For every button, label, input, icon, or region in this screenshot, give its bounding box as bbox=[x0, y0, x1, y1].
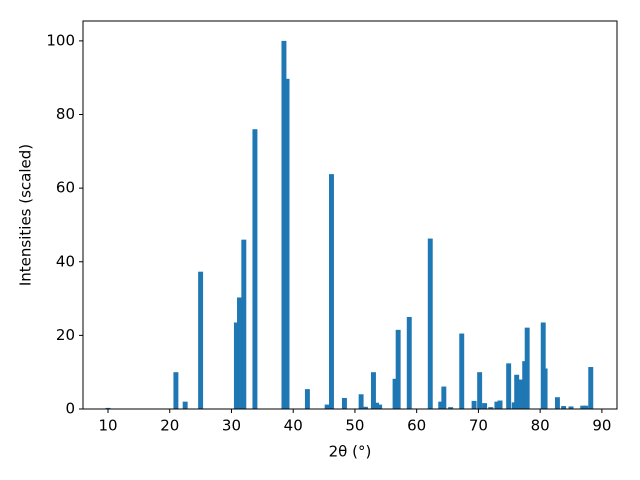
x-tick-label: 60 bbox=[407, 417, 426, 435]
bar bbox=[514, 374, 520, 409]
bar bbox=[358, 394, 364, 409]
bar bbox=[561, 406, 567, 409]
bar bbox=[471, 400, 477, 409]
bar bbox=[377, 404, 383, 409]
y-tick-label: 0 bbox=[65, 400, 75, 418]
bar bbox=[540, 322, 546, 409]
bar bbox=[341, 397, 347, 409]
bar bbox=[370, 372, 376, 409]
x-tick-label: 80 bbox=[531, 417, 550, 435]
bar bbox=[237, 297, 242, 409]
bar bbox=[198, 271, 204, 409]
plot-frame bbox=[82, 20, 618, 410]
bar bbox=[448, 407, 454, 409]
bar bbox=[284, 78, 290, 409]
x-tick-label: 10 bbox=[98, 417, 117, 435]
bar bbox=[173, 372, 179, 409]
x-tick-label: 30 bbox=[222, 417, 241, 435]
bar bbox=[105, 407, 111, 409]
bar bbox=[329, 174, 334, 409]
y-axis-label: Intensities (scaled) bbox=[17, 144, 35, 286]
x-tick-label: 90 bbox=[592, 417, 611, 435]
bar bbox=[488, 407, 494, 409]
bar bbox=[568, 406, 574, 409]
x-tick-label: 50 bbox=[345, 417, 364, 435]
bar bbox=[241, 239, 247, 409]
bar bbox=[494, 401, 500, 409]
y-tick-label: 60 bbox=[56, 179, 75, 197]
x-axis-label: 2θ (°) bbox=[329, 443, 372, 461]
bar bbox=[554, 397, 560, 409]
bar bbox=[588, 367, 594, 409]
x-tick-label: 40 bbox=[284, 417, 303, 435]
bar bbox=[583, 405, 589, 409]
bar bbox=[252, 129, 258, 409]
y-tick-label: 80 bbox=[56, 105, 75, 123]
bar bbox=[281, 40, 287, 409]
bar bbox=[482, 403, 488, 409]
bar bbox=[392, 378, 398, 409]
bar bbox=[324, 404, 330, 409]
bar bbox=[182, 401, 188, 409]
bar bbox=[304, 389, 310, 409]
bar bbox=[506, 363, 512, 409]
bar bbox=[395, 329, 401, 409]
bar bbox=[517, 379, 523, 409]
bar bbox=[524, 327, 530, 409]
bar bbox=[497, 400, 503, 409]
y-tick-label: 40 bbox=[56, 252, 75, 270]
bar bbox=[438, 401, 444, 409]
bar bbox=[477, 372, 483, 409]
bar bbox=[580, 405, 586, 409]
bar bbox=[542, 368, 548, 409]
bar bbox=[362, 406, 368, 409]
x-tick-label: 20 bbox=[160, 417, 179, 435]
bar bbox=[441, 386, 447, 409]
y-tick-label: 20 bbox=[56, 326, 75, 344]
y-tick-label: 100 bbox=[46, 31, 75, 49]
bar bbox=[374, 402, 380, 409]
bar bbox=[459, 333, 465, 409]
bar bbox=[233, 322, 239, 409]
x-tick-label: 70 bbox=[469, 417, 488, 435]
bar bbox=[406, 316, 412, 409]
bar bbox=[427, 238, 433, 409]
